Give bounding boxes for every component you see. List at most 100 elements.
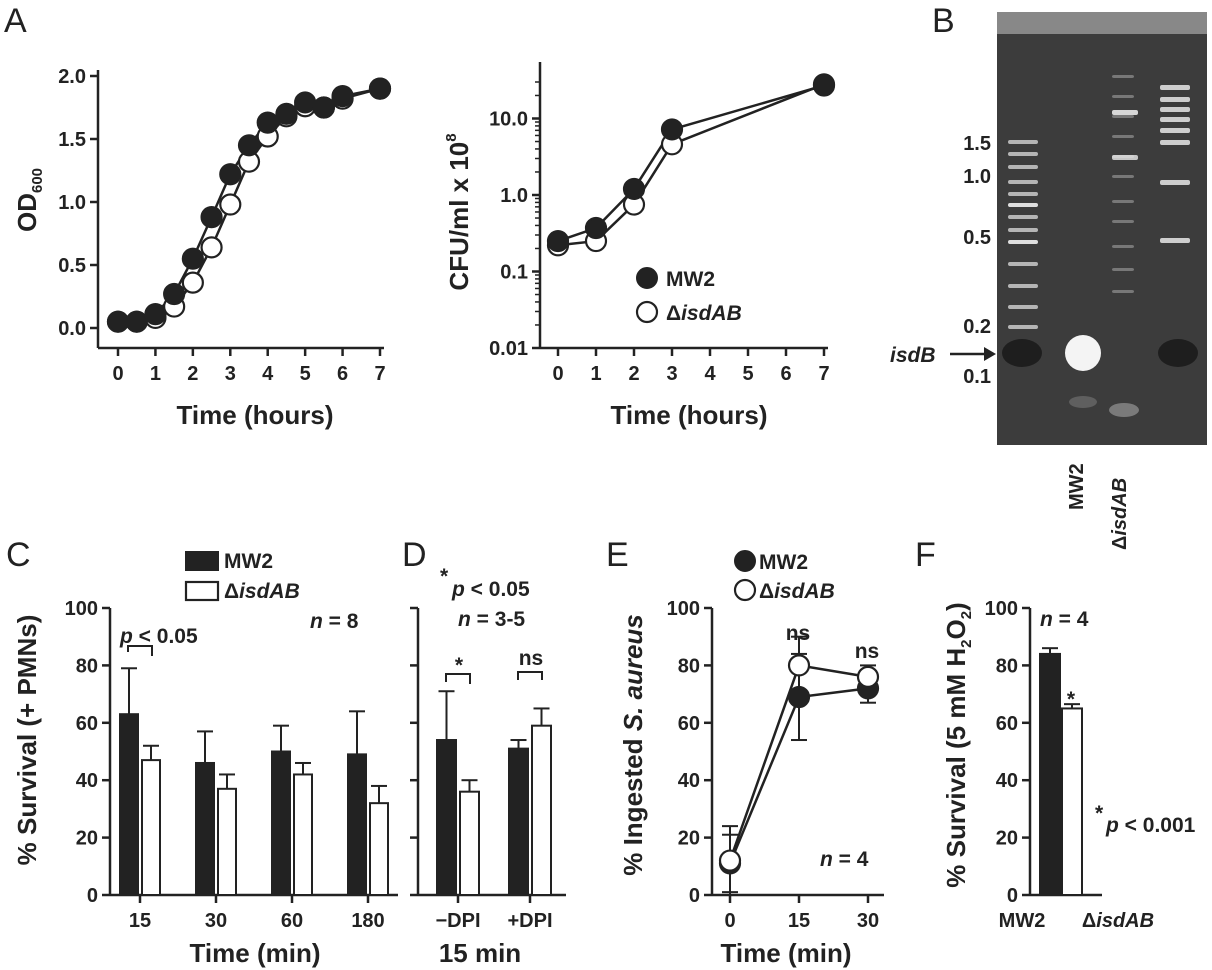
ladder2-band-4: [1160, 128, 1190, 133]
a1-xtick-6: 6: [337, 363, 348, 385]
a1-point-mw2-6: [219, 163, 242, 186]
gel-arrow-label: isdB: [890, 344, 936, 367]
f-ytick-3: 60: [996, 713, 1018, 735]
d-xtick-label-0: −DPI: [435, 910, 480, 932]
f-bar-0: [1039, 652, 1061, 896]
a2-xtick-0: 0: [552, 363, 563, 385]
f-ytick-2: 40: [996, 770, 1018, 792]
ladder2-band-0: [1160, 85, 1190, 90]
a2-xtick-7: 7: [818, 363, 829, 385]
e-legend-mw2: MW2: [759, 551, 808, 574]
panel-label-c: C: [6, 536, 31, 574]
a1-point-mw2-10: [294, 91, 317, 114]
ladder1-band-2: [1008, 165, 1038, 169]
a1-xtick-3: 3: [225, 363, 236, 385]
a2-xtick-4: 4: [704, 363, 716, 385]
c-significance-label: p < 0.05: [119, 625, 198, 648]
a2-xtick-5: 5: [742, 363, 753, 385]
panel-label-a: A: [4, 2, 27, 40]
panel-label-f: F: [915, 536, 936, 574]
a1-point-mw2-4: [181, 247, 204, 270]
c-bar-mut-1: [217, 787, 237, 896]
a1-point-mw2-2: [144, 303, 167, 326]
c-n-label: n = 8: [310, 610, 359, 633]
e-ytick-1: 20: [678, 828, 700, 850]
f-n-label: n = 4: [1040, 608, 1089, 631]
e-point-mw2-1: [787, 685, 811, 709]
a2-xtick-1: 1: [590, 363, 601, 385]
a1-xtick-5: 5: [300, 363, 311, 385]
a2-ytick-2: 1.0: [500, 185, 528, 207]
a2-point-mw2-3: [660, 118, 684, 141]
chart-c-survival-pmns: 0 20 40 60 80 100 15 30 60 180 Time (min) % Survi…: [12, 550, 398, 968]
a2-point-mw2-4: [812, 74, 836, 97]
d-sig-star: *: [455, 654, 464, 677]
ladder1-band-11: [1008, 305, 1038, 309]
f-ytick-0: 0: [1007, 885, 1018, 907]
a1-ytick-0: 0.0: [58, 318, 86, 340]
d-sig-ns: ns: [519, 647, 544, 670]
ladder1-band-12: [1008, 325, 1038, 329]
mut-lane-band-8: [1112, 245, 1134, 248]
a1-point-mw2-0: [106, 310, 130, 333]
a2-ytick-1: 0.1: [500, 261, 528, 283]
d-bar-mw2-0: [436, 739, 457, 897]
a1-ytick-3: 1.5: [58, 129, 86, 151]
c-legend: MW2 ΔisdAB: [184, 550, 300, 603]
mut-lane-band-10: [1112, 290, 1134, 293]
e-ns-30: ns: [855, 640, 880, 663]
d-n-label: n = 3-5: [458, 608, 525, 631]
ladder1-band-8: [1008, 240, 1038, 244]
d-p-label: p < 0.05: [451, 578, 530, 601]
c-y-axis-label: % Survival (+ PMNs): [12, 615, 42, 866]
e-point-mut-1: [787, 654, 811, 677]
mut-lane-band-7: [1112, 220, 1134, 223]
ladder1-band-0: [1008, 140, 1038, 144]
e-n-label: n = 4: [820, 848, 869, 871]
e-point-mut-2: [856, 665, 880, 688]
f-xtick-label-1: ΔisdAB: [1082, 910, 1154, 932]
e-legend-mut-marker: [733, 578, 757, 602]
e-xtick-0: 0: [724, 910, 735, 932]
e-xtick-2: 30: [857, 910, 879, 932]
d-xtick-label-1: +DPI: [507, 910, 552, 932]
a1-xtick-1: 1: [150, 363, 161, 385]
ladder1-band-4: [1008, 192, 1038, 196]
c-ytick-2: 40: [76, 770, 98, 792]
a2-legend: MW2 ΔisdAB: [635, 267, 742, 325]
mut-lane-band-2: [1112, 115, 1134, 118]
c-significance-bracket: [127, 645, 153, 656]
ladder2-band-1: [1160, 97, 1190, 102]
a2-xtick-3: 3: [666, 363, 677, 385]
ladder1-band-7: [1008, 228, 1038, 232]
ladder1-band-1: [1008, 152, 1038, 156]
ladder-label-1: 1.5: [963, 133, 991, 155]
a1-point-mut-6: [219, 193, 242, 216]
ladder1-band-5: [1008, 203, 1038, 207]
c-xtick-1: 30: [205, 910, 227, 932]
f-xtick-prefix: Δ: [1082, 910, 1096, 932]
e-point-mut-0: [718, 849, 742, 872]
ladder1-band-3: [1008, 180, 1038, 184]
legend-mut-label: ΔisdAB: [666, 302, 742, 325]
d-bar-mut-1: [531, 724, 552, 896]
mut-lane-band-strong-2: [1112, 155, 1138, 160]
gel-arrow-head: [984, 347, 996, 361]
mut-lane-band-9: [1112, 268, 1134, 271]
a2-point-mw2-0: [546, 229, 570, 253]
a1-point-mw2-1: [125, 310, 148, 333]
a1-y-axis-label: OD600: [12, 168, 46, 232]
a1-xtick-7: 7: [374, 363, 385, 385]
c-bar-mw2-0: [119, 713, 139, 896]
panel-label-e: E: [606, 536, 629, 574]
c-ytick-1: 20: [76, 828, 98, 850]
mut-lane-band-5: [1112, 175, 1134, 178]
a1-point-mw2-13: [368, 77, 392, 100]
e-legend-mut: ΔisdAB: [759, 580, 835, 603]
c-legend-mw2: MW2: [224, 550, 273, 573]
c-bar-mw2-1: [195, 761, 215, 896]
c-xtick-0: 15: [129, 910, 151, 932]
e-legend: MW2 ΔisdAB: [733, 550, 835, 603]
c-ytick-3: 60: [76, 713, 98, 735]
ladder-label-3: 0.5: [963, 227, 991, 249]
